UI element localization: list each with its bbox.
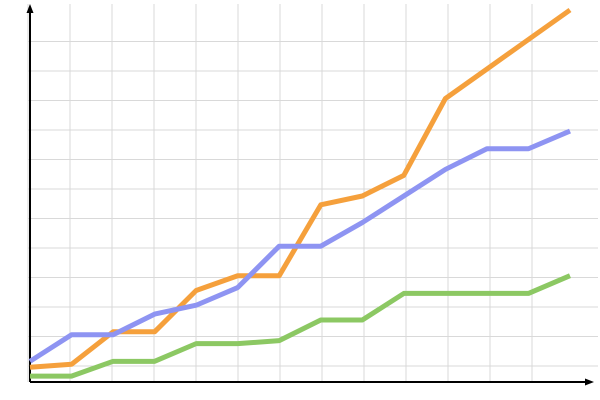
y-axis-arrow-icon	[26, 4, 34, 13]
horizontal-gridlines	[28, 41, 598, 367]
x-axis-arrow-icon	[585, 378, 594, 386]
series-line-purple-series	[28, 128, 571, 364]
vertical-gridlines	[27, 4, 533, 382]
series-layer	[28, 7, 572, 379]
series-line-green-series	[30, 273, 571, 379]
